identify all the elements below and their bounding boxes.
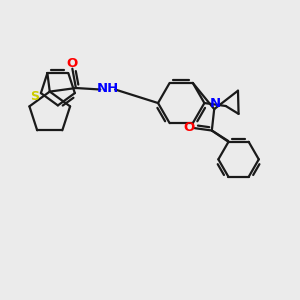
- Text: N: N: [210, 97, 221, 110]
- Text: O: O: [184, 121, 195, 134]
- Text: S: S: [31, 90, 40, 103]
- Text: O: O: [66, 57, 77, 70]
- Text: NH: NH: [96, 82, 118, 95]
